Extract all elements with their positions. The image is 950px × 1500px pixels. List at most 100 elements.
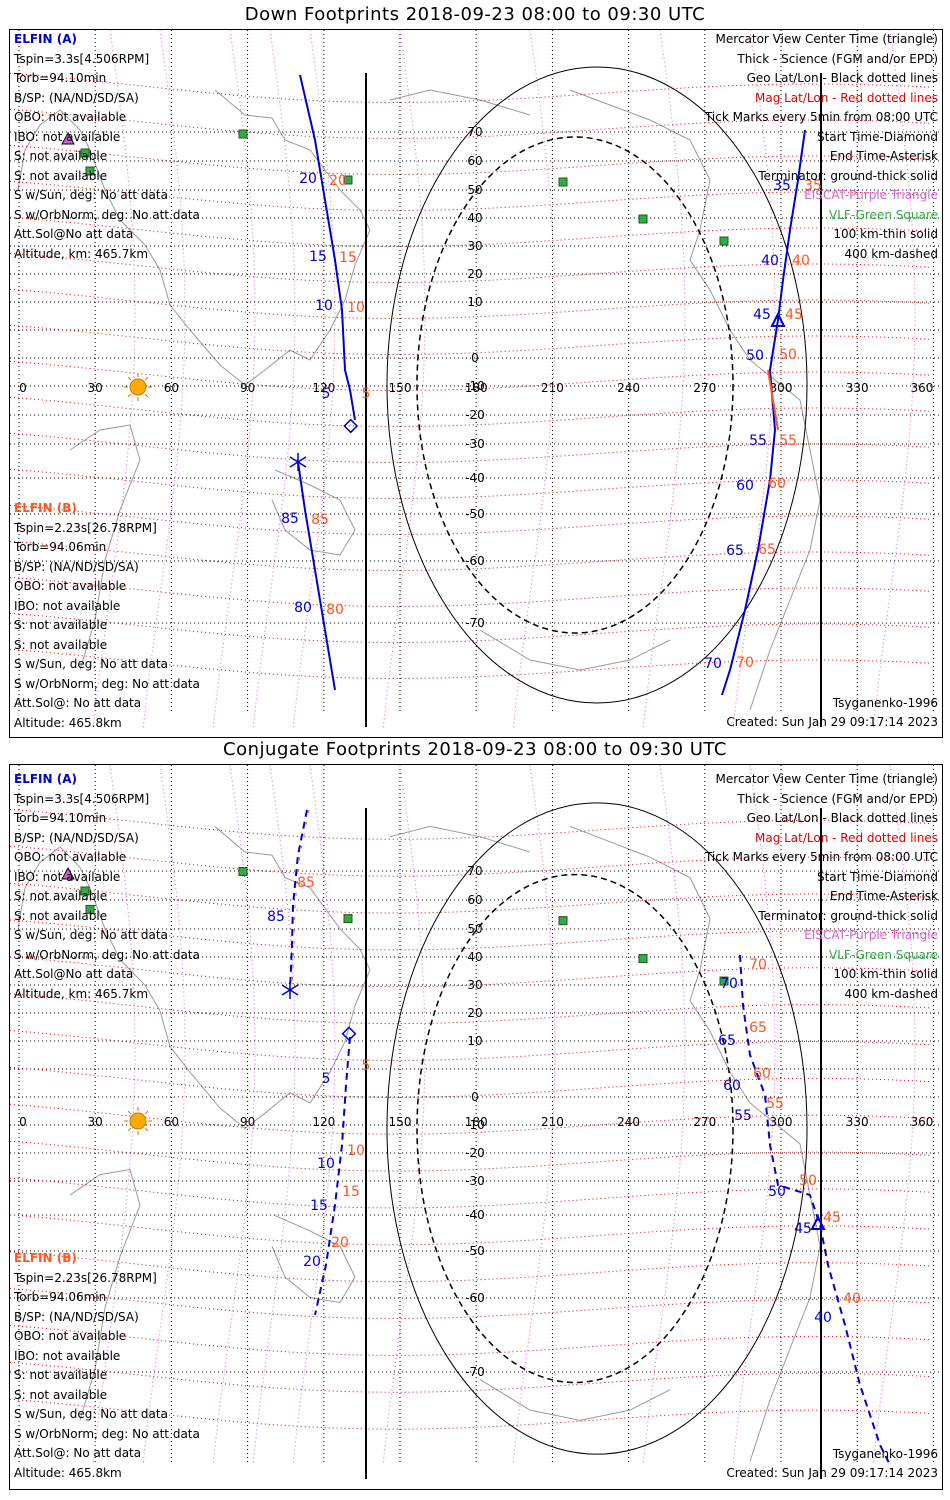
sat-b-line: IBO: not available: [14, 598, 121, 613]
mag-lat-line: [10, 180, 931, 212]
lat-label: 20: [467, 1006, 482, 1020]
sat-b-line: Att.Sol@: No att data: [14, 1446, 142, 1460]
sat-b-line: Torb=94.06min: [14, 1290, 107, 1304]
map-panel-conjugate: 0 30 60 90 120 150 180 210 240 270 300 330 360 70 60 50…: [9, 764, 943, 1490]
tick-label-a: 5: [322, 1071, 331, 1087]
tick-label-b: 45: [785, 307, 803, 323]
coastline: [17, 89, 371, 386]
tick-label-a: 70: [704, 656, 722, 672]
tick-label-b: 45: [823, 1210, 841, 1226]
end-asterisk-icon: [281, 989, 291, 996]
tick-label-a: 35: [773, 178, 791, 194]
tick-label-a: 45: [753, 307, 771, 323]
lat-label: 50: [467, 922, 482, 936]
vlf-station-icon: [638, 214, 648, 224]
tick-label-a: 20: [299, 171, 317, 187]
sat-a-line: IBO: not available: [14, 869, 121, 884]
tick-label-a: 85: [267, 909, 285, 925]
legend-item: Mercator View Center Time (triangle): [715, 32, 938, 46]
lat-label: -30: [465, 1174, 485, 1188]
coastline: [17, 826, 371, 1130]
sat-a-line: Tspin=3.3s[4.506RPM]: [14, 51, 150, 66]
legend-item: Start Time-Diamond: [816, 129, 938, 144]
sat-b-line: Tspin=2.23s[26.78RPM]: [14, 1270, 157, 1285]
sat-a-track: [297, 461, 336, 691]
tick-label-a: 50: [768, 1184, 786, 1200]
mag-lat-line: [10, 540, 931, 572]
mag-lat-line: [10, 919, 931, 951]
mag-lat-line: [10, 882, 931, 914]
legend-item: VLF-Green Square: [829, 207, 938, 222]
tick-label-a: 5: [322, 386, 331, 402]
sat-a-line: S: not available: [14, 908, 108, 923]
tick-label-a: 55: [734, 1108, 752, 1124]
sat-b-line: Att.Sol@: No att data: [14, 696, 142, 710]
mag-lat-line: [10, 808, 931, 840]
sat-a-header: ELFIN (A): [14, 32, 77, 46]
legend-item: Mercator View Center Time (triangle): [715, 772, 938, 786]
sun-icon: [129, 1112, 147, 1130]
mag-lat-line: [10, 1177, 931, 1209]
lat-label: -70: [465, 1365, 485, 1379]
sun-ray: [144, 376, 149, 381]
lon-label: 120: [312, 1115, 335, 1129]
mag-lat-line: [10, 1398, 931, 1430]
sat-a-track: [289, 809, 308, 991]
tick-label-a: 60: [723, 1078, 741, 1094]
mag-lon-line: [642, 30, 686, 731]
lon-label: 90: [240, 381, 255, 395]
lon-label: 30: [88, 1115, 103, 1129]
sat-a-track: [314, 1036, 351, 1316]
lon-label: 30: [88, 381, 103, 395]
legend-item: End Time-Asterisk: [829, 149, 938, 163]
vlf-station-icon: [238, 129, 248, 139]
legend-item: Terminator: ground-thick solid: [758, 908, 938, 923]
eiscat-icon: [61, 866, 75, 880]
sat-b-line: S: not available: [14, 637, 108, 652]
sat-a-line: Att.Sol@No att data: [14, 967, 134, 981]
lon-label: 330: [846, 381, 869, 395]
lat-label: 70: [467, 864, 482, 878]
tick-label-a: 15: [310, 1198, 328, 1214]
vlf-station-icon: [80, 148, 90, 158]
mag-lat-line: [10, 1140, 931, 1172]
sat-b-line: Altitude: 465.8km: [14, 1465, 122, 1480]
tick-label-b: 85: [311, 512, 329, 528]
lat-label: -40: [465, 1208, 485, 1222]
end-asterisk-icon: [297, 461, 307, 468]
mag-lat-line: [10, 468, 931, 500]
tick-label-a: 50: [746, 348, 764, 364]
sat-b-line: S w/Sun, deg: No att data: [14, 1407, 168, 1421]
model-label: Tsyganenko-1996: [832, 1447, 938, 1461]
legend-item: Tick Marks every 5min from 08:00 UTC: [704, 110, 938, 124]
sun-ray: [144, 1110, 149, 1115]
end-asterisk-icon: [289, 456, 299, 463]
legend-item: 100 km-thin solid: [833, 967, 938, 981]
legend-item: Geo Lat/Lon - Black dotted lines: [746, 811, 938, 825]
sun-ray: [144, 1127, 149, 1132]
coastline: [69, 424, 141, 671]
sat-a-header: ELFIN (A): [14, 772, 77, 786]
vlf-station-icon: [343, 175, 353, 185]
tick-label-a: 70: [720, 976, 738, 992]
sat-b-info-conjugate: ELFIN (B) Tspin=2.23s[26.78RPM] Torb=94.…: [14, 1249, 200, 1483]
legend-item: End Time-Asterisk: [829, 889, 938, 903]
sat-a-line: OBO: not available: [14, 110, 127, 124]
lon-label: 0: [19, 1115, 27, 1129]
footprint-100km: [386, 802, 808, 1455]
lon-label: 300: [770, 381, 793, 395]
footprint-400km: [416, 136, 734, 634]
tick-label-b: 5: [362, 386, 371, 402]
model-label: Tsyganenko-1996: [832, 696, 938, 710]
map-panel-down: 0 30 60 90 120 150 180 210 240 270 300 330 360 70 60 50…: [9, 29, 943, 738]
lon-label: 60: [164, 1115, 179, 1129]
mag-lat-line: [10, 1288, 931, 1320]
mag-lat-line: [10, 612, 931, 644]
tick-label-b: 10: [347, 300, 365, 316]
lat-label: -10: [465, 379, 485, 393]
lat-label: -70: [465, 616, 485, 630]
lat-label: -20: [465, 1146, 485, 1160]
vlf-station-icon: [85, 904, 95, 914]
legend-item: Start Time-Diamond: [816, 869, 938, 884]
tick-label-b: 20: [331, 1235, 349, 1251]
